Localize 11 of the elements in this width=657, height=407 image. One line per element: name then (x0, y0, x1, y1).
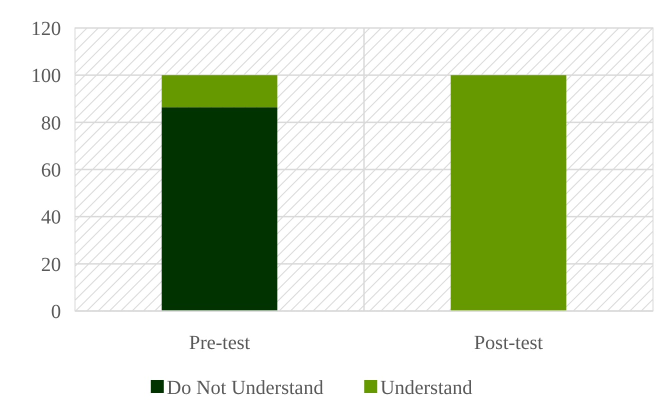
y-tick-label: 0 (51, 301, 61, 323)
y-tick-label: 100 (31, 65, 61, 88)
y-tick-label: 80 (41, 112, 61, 134)
x-tick-label: Pre-test (188, 332, 250, 354)
y-tick-label: 60 (41, 160, 61, 182)
y-tick-label: 20 (41, 254, 61, 276)
legend-label: Understand (380, 377, 472, 399)
y-tick-label: 120 (31, 18, 61, 40)
x-tick-label: Post-test (474, 332, 544, 354)
legend-label: Do Not Understand (166, 377, 324, 399)
y-tick-label: 40 (41, 206, 61, 229)
